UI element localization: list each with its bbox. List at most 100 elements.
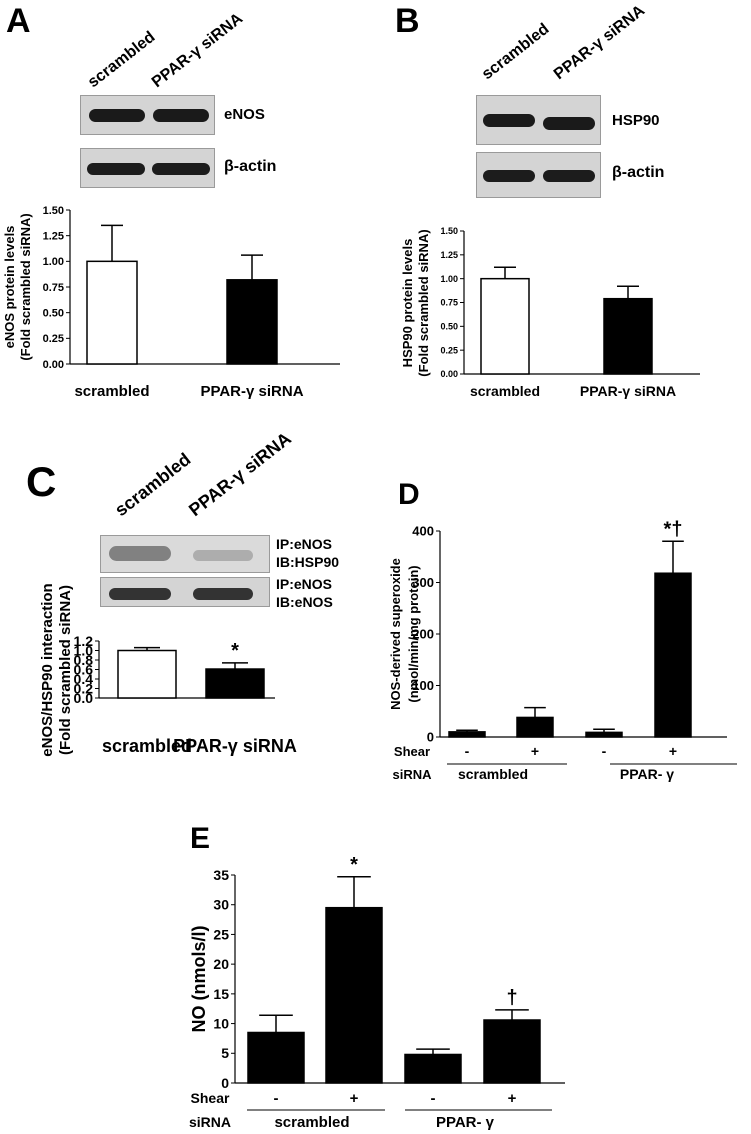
significance-marker: * [231,640,239,662]
bar [404,1053,462,1084]
y-tick-label: 300 [412,575,434,590]
band [153,109,209,122]
y-tick-label: 0.0 [74,690,94,706]
row-label-shear: Shear [394,744,430,759]
group-label: PPAR- γ [436,1114,495,1131]
panel-b-blot-label-hsp90: HSP90 [612,112,660,129]
shear-sign: - [274,1090,279,1107]
y-axis-label: (Fold scrambled siRNA) [18,213,33,360]
row-label-shear: Shear [191,1090,230,1106]
y-tick-label: 0.75 [43,282,64,294]
x-tick-label: scrambled [470,383,540,399]
y-tick-label: 0.50 [440,321,458,331]
shear-sign: - [602,743,607,759]
panel-c-blot-label-ip1: IP:eNOS [276,536,333,552]
x-tick-label: PPAR-γ siRNA [173,736,297,756]
group-label: PPAR- γ [620,766,674,782]
y-axis-label: HSP90 protein levels [400,239,415,368]
panel-e-label: E [190,822,211,855]
y-tick-label: 0.00 [43,359,64,371]
band [193,550,253,561]
panel-c-blot-hsp90 [100,535,270,573]
y-tick-label: 0.4 [74,671,94,687]
y-tick-label: 1.25 [440,250,458,260]
bar [247,1031,305,1084]
y-tick-label: 0.50 [43,308,64,320]
y-tick-label: 100 [412,678,434,693]
band [543,170,595,182]
y-tick-label: 1.00 [440,274,458,284]
x-tick-label: PPAR-γ siRNA [200,383,303,400]
bar [585,731,623,738]
y-tick-label: 15 [213,986,229,1002]
panel-a-blot-enos [80,95,215,135]
panel-c-blot-label-ip2: IP:eNOS [276,576,333,592]
y-axis-label: eNOS protein levels [2,226,17,349]
chart-c: 0.00.20.40.60.81.01.2 eNOS/HSP90 interact… [39,583,297,756]
y-axis-label: (Fold scrambled siRNA) [416,229,431,376]
bar [117,649,177,699]
x-tick-label: PPAR-γ siRNA [580,383,676,399]
y-tick-label: 0.6 [74,661,94,677]
panel-d-label: D [398,478,420,511]
chart-d: 0 100 200 300 400 NOS-derived superoxide (nmol… [388,518,737,782]
shear-sign: - [465,743,470,759]
bar [516,716,554,738]
panel-b-blot-hsp90 [476,95,601,145]
bar [480,277,530,375]
y-tick-label: 1.50 [440,226,458,236]
y-tick-label: 0 [221,1075,229,1091]
band [152,163,210,175]
y-tick-label: 0.2 [74,680,94,696]
panel-a-blot-label-actin: β-actin [224,158,277,175]
shear-sign: + [531,743,539,759]
y-tick-label: 0 [427,730,434,745]
shear-sign: + [350,1090,359,1107]
y-axis-label: eNOS/HSP90 interaction [39,583,56,756]
y-axis-label: (nmol/min/mg protein) [406,565,421,702]
bar [226,279,278,365]
group-label: scrambled [274,1114,349,1131]
y-tick-label: 1.2 [74,633,94,649]
y-axis-label: NO (nmols/l) [189,925,209,1032]
panel-c-blot-enos [100,577,270,607]
chart-a: 0.00 0.25 0.50 0.75 1.00 1.25 1.50 eNOS protein… [2,205,340,400]
band [483,170,535,182]
y-axis-label: (Fold scrambled siRNA) [57,585,74,755]
row-label-sirna: siRNA [189,1114,231,1130]
panel-a-blot-actin [80,148,215,188]
bar [205,668,265,699]
y-tick-label: 1.25 [43,231,64,243]
bar [483,1019,541,1084]
y-tick-label: 10 [213,1015,229,1031]
y-tick-label: 25 [213,926,229,942]
x-tick-label: scrambled [74,383,149,400]
shear-sign: + [669,743,677,759]
panel-c-blot-label-ib2: IB:eNOS [276,594,333,610]
bar [448,731,486,738]
panel-a-label: A [6,2,31,40]
chart-b: 0.00 0.25 0.50 0.75 1.00 1.25 1.50 HSP90 protei… [400,226,700,399]
y-tick-label: 0.00 [440,369,458,379]
band [109,546,171,561]
y-tick-label: 35 [213,867,229,883]
y-tick-label: 0.25 [440,345,458,355]
group-label: scrambled [458,766,528,782]
significance-marker: † [506,987,517,1009]
bar [603,297,653,375]
y-tick-label: 20 [213,956,229,972]
row-label-sirna: siRNA [392,767,432,782]
panel-c-label: C [26,458,57,505]
band [543,117,595,130]
y-tick-label: 0.25 [43,333,64,345]
bar [325,906,383,1084]
shear-sign: + [508,1090,517,1107]
y-tick-label: 400 [412,524,434,539]
panel-c-blot-label-ib1: IB:HSP90 [276,554,340,570]
y-axis-label: NOS-derived superoxide [388,558,403,710]
panel-b-label: B [395,2,420,40]
y-tick-label: 5 [221,1045,229,1061]
significance-marker: *† [664,518,683,540]
chart-e: 0 5 10 15 20 25 30 35 NO (nmols/l) * † Shear siRNA - +… [189,854,565,1131]
panel-b-blot-actin [476,152,601,198]
